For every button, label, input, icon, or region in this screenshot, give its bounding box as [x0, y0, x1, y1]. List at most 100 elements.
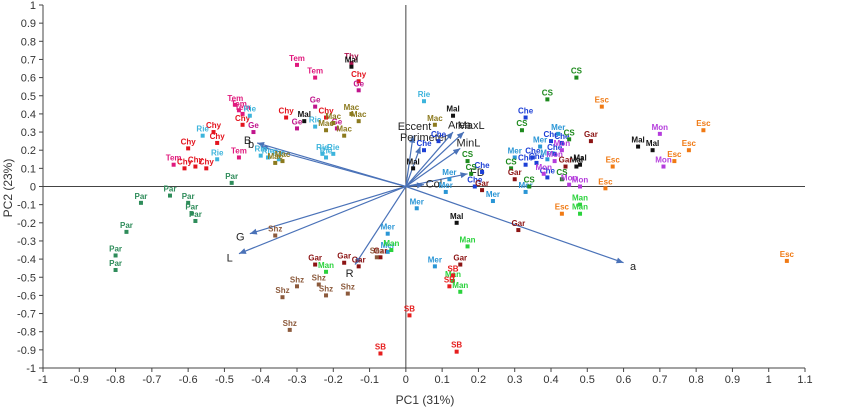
point-marker: [490, 199, 495, 204]
point-label: Mer: [533, 136, 547, 145]
point-label: Par: [135, 192, 148, 201]
point-label: Ge: [332, 117, 343, 126]
vector-label: B: [244, 135, 251, 147]
point-marker: [567, 182, 572, 187]
y-axis-label: PC2 (23%): [1, 159, 15, 218]
point-marker: [454, 220, 459, 225]
point-label: Chy: [206, 121, 222, 130]
vector-r: [354, 186, 407, 265]
point-marker: [538, 144, 543, 149]
point-marker: [519, 128, 524, 133]
point-label: SB: [451, 341, 462, 350]
point-label: Gar: [453, 254, 467, 263]
point-label: Shz: [283, 319, 297, 328]
point-label: Che: [529, 152, 545, 161]
point-label: Rie: [196, 125, 209, 134]
point-label: Mer: [381, 223, 395, 232]
y-tick-label: -0.8: [17, 327, 36, 339]
point-marker: [541, 171, 546, 176]
point-label: Tem: [235, 103, 251, 112]
point-marker: [447, 177, 452, 182]
vector-l: [238, 185, 407, 255]
point-label: Shz: [290, 275, 304, 284]
point-label: Esc: [595, 96, 610, 105]
point-marker: [657, 131, 662, 136]
point-label: Tem: [307, 67, 323, 76]
point-label: Mal: [631, 136, 644, 145]
point-marker: [458, 289, 463, 294]
point-label: Tem: [289, 54, 305, 63]
point-marker: [280, 159, 285, 164]
y-tick-label: 0.2: [21, 145, 36, 157]
point-marker: [523, 189, 528, 194]
vector-arrowhead: [456, 132, 464, 140]
point-label: Ge: [248, 121, 259, 130]
x-tick-label: -0.7: [142, 374, 161, 386]
vector-label: b: [248, 139, 254, 151]
vector-fd: [405, 173, 468, 188]
point-marker: [295, 126, 299, 131]
point-label: Mac: [275, 150, 291, 159]
vector-area: [405, 131, 454, 187]
y-axis-ticks: 1 0.9 0.8 0.7 0.6 0.5 0.4 0.3 0.2 0.1 0 -0.1 -0.2 -0.…: [17, 0, 43, 375]
point-marker: [661, 164, 666, 169]
point-marker: [287, 327, 292, 332]
point-marker: [545, 157, 550, 162]
point-label: Gar: [337, 252, 351, 261]
point-label: Mal: [573, 154, 586, 163]
point-marker: [186, 146, 191, 151]
point-label: Rie: [327, 143, 340, 152]
y-tick-label: -0.1: [17, 200, 36, 212]
vector-g: [249, 185, 407, 235]
vector-minl: [405, 147, 461, 187]
point-label: Rie: [211, 148, 224, 157]
point-marker: [265, 155, 270, 160]
point-marker: [113, 267, 118, 272]
point-marker: [324, 115, 329, 120]
point-label: Mal: [345, 56, 358, 65]
point-label: Mer: [551, 123, 565, 132]
point-label: Chy: [177, 157, 193, 166]
point-label: Gar: [508, 168, 522, 177]
point-marker: [349, 64, 354, 69]
point-marker: [211, 130, 216, 135]
vector-label: MaxL: [458, 120, 485, 132]
point-marker: [240, 111, 245, 116]
point-label: Ge: [310, 96, 321, 105]
point-marker: [193, 164, 198, 169]
y-tick-label: 0.3: [21, 127, 36, 139]
point-marker: [636, 144, 641, 149]
point-label: Par: [182, 192, 195, 201]
y-tick-label: -0.6: [17, 290, 36, 302]
point-marker: [701, 128, 706, 133]
point-label: Par: [185, 203, 198, 212]
point-label: SB: [375, 342, 386, 351]
point-label: Mac: [344, 103, 360, 112]
point-marker: [342, 260, 347, 265]
point-label: Mon: [536, 163, 553, 172]
point-marker: [465, 159, 470, 164]
point-label: Mac: [336, 125, 352, 134]
point-label: Che: [525, 146, 541, 155]
x-tick-label: -0.6: [179, 374, 198, 386]
point-label: Esc: [598, 177, 613, 186]
point-label: Che: [474, 161, 490, 170]
point-label: Chy: [351, 70, 367, 79]
point-label: Esc: [606, 156, 621, 165]
point-label: Mer: [508, 146, 522, 155]
point-label: Rie: [244, 105, 257, 114]
point-marker: [113, 253, 118, 258]
x-axis-ticks: -1 -0.9 -0.8 -0.7 -0.6 -0.5 -0.4 -0.3 -0.2 -0.1 0 0…: [38, 368, 813, 386]
point-marker: [545, 175, 550, 180]
y-tick-label: 0.9: [21, 18, 36, 30]
point-label: Chy: [181, 137, 197, 146]
x-tick-label: -0.3: [288, 374, 307, 386]
point-label: Par: [189, 210, 202, 219]
point-marker: [324, 128, 329, 133]
point-marker: [334, 126, 339, 131]
point-marker: [378, 255, 383, 260]
point-label: Mer: [439, 181, 453, 190]
point-marker: [436, 139, 441, 144]
point-label: Che: [540, 166, 556, 175]
point-marker: [313, 104, 318, 109]
